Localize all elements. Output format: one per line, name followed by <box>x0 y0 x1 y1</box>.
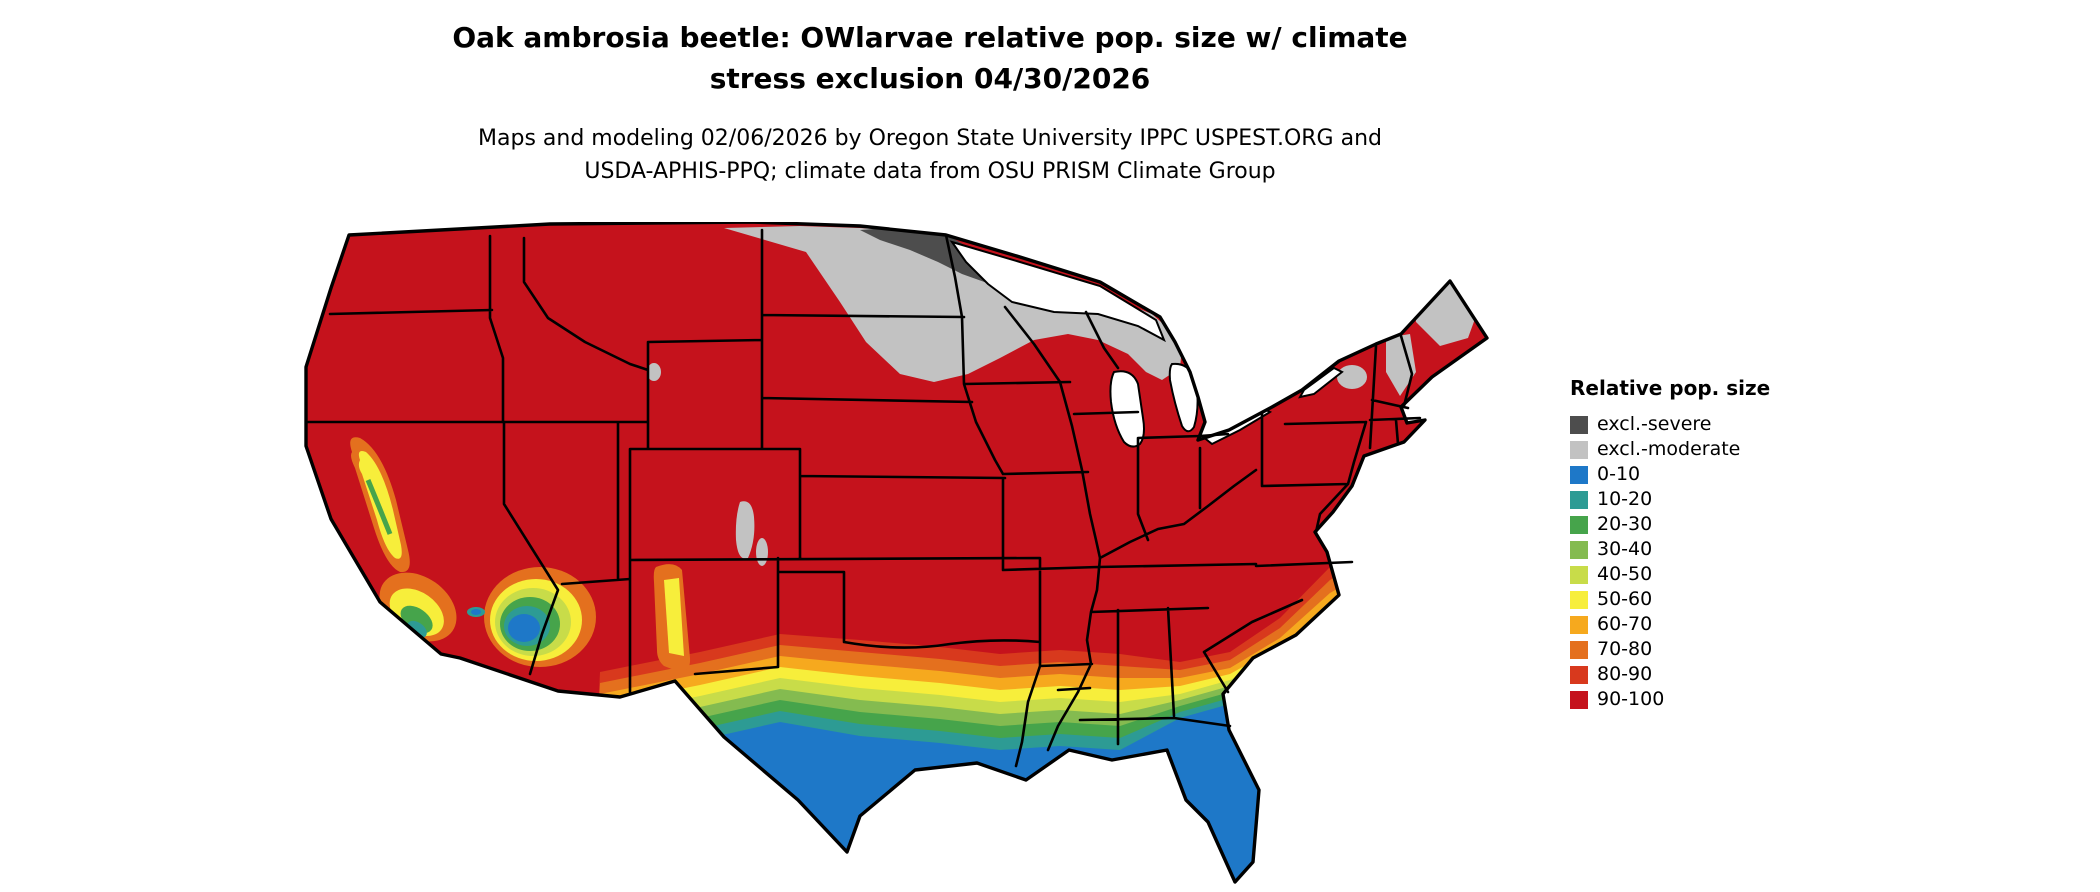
legend-label: 20-30 <box>1597 513 1653 535</box>
legend-title: Relative pop. size <box>1570 376 1771 400</box>
legend-swatch-70-80 <box>1570 640 1588 659</box>
figure-title: Oak ambrosia beetle: OWlarvae relative p… <box>452 21 1408 95</box>
legend-swatch-40-50 <box>1570 565 1588 584</box>
legend-label: excl.-moderate <box>1597 438 1741 460</box>
legend-label: 40-50 <box>1597 563 1653 585</box>
legend-item: 80-90 <box>1570 662 1850 687</box>
legend-item: excl.-severe <box>1570 412 1850 437</box>
legend-label: 30-40 <box>1597 538 1653 560</box>
legend-item: 90-100 <box>1570 687 1850 712</box>
region-excl-moderate-north <box>724 226 1182 382</box>
legend-label: 0-10 <box>1597 463 1641 485</box>
region-imperial-0-10 <box>471 609 481 615</box>
legend-item: 10-20 <box>1570 487 1850 512</box>
region-excl-moderate-vt-nh <box>1386 334 1416 396</box>
region-excl-moderate-adirondacks <box>1337 365 1367 389</box>
us-choropleth-map <box>300 220 1530 884</box>
legend-label: 80-90 <box>1597 663 1653 685</box>
legend-item: 50-60 <box>1570 587 1850 612</box>
legend-item: 20-30 <box>1570 512 1850 537</box>
legend-swatch-30-40 <box>1570 540 1588 559</box>
legend-swatch-20-30 <box>1570 515 1588 534</box>
legend-item: 0-10 <box>1570 462 1850 487</box>
legend-swatch-60-70 <box>1570 615 1588 634</box>
legend-label: 10-20 <box>1597 488 1653 510</box>
legend-swatch-50-60 <box>1570 590 1588 609</box>
legend-item: 60-70 <box>1570 612 1850 637</box>
legend-swatch-10-20 <box>1570 490 1588 509</box>
legend-label: 60-70 <box>1597 613 1653 635</box>
legend: Relative pop. size excl.-severe excl.-mo… <box>1570 376 1850 712</box>
legend-label: 50-60 <box>1597 588 1653 610</box>
region-new-mexico-50-60 <box>664 578 684 656</box>
legend-swatch-0-10 <box>1570 465 1588 484</box>
legend-item: excl.-moderate <box>1570 437 1850 462</box>
legend-swatch-90-100 <box>1570 690 1588 709</box>
region-excl-moderate-yellowstone <box>647 363 661 381</box>
legend-label: 70-80 <box>1597 638 1653 660</box>
lake-michigan <box>1109 370 1145 448</box>
legend-label: 90-100 <box>1597 688 1665 710</box>
us-outline <box>304 220 1489 884</box>
legend-swatch-80-90 <box>1570 665 1588 684</box>
lake-superior <box>949 240 1166 343</box>
region-arizona-0-10 <box>508 614 540 642</box>
figure-subtitle: Maps and modeling 02/06/2026 by Oregon S… <box>478 126 1382 184</box>
legend-swatch-excl-moderate <box>1570 440 1588 459</box>
legend-swatch-excl-severe <box>1570 415 1588 434</box>
region-excl-severe-minnesota <box>860 227 1000 284</box>
region-excl-moderate-colorado-2 <box>756 538 768 566</box>
legend-item: 70-80 <box>1570 637 1850 662</box>
map-svg <box>304 220 1489 884</box>
legend-item: 40-50 <box>1570 562 1850 587</box>
legend-item: 30-40 <box>1570 537 1850 562</box>
legend-label: excl.-severe <box>1597 413 1712 435</box>
region-excl-moderate-colorado <box>735 501 755 559</box>
region-central-valley-20-30 <box>365 479 393 535</box>
lake-ontario <box>1298 366 1344 399</box>
